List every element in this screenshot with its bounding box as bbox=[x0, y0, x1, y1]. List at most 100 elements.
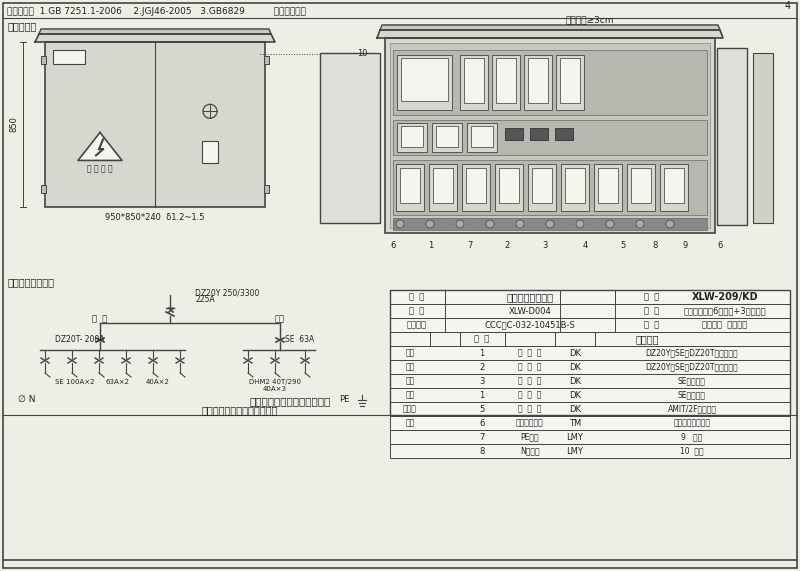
Text: SE 100A×2: SE 100A×2 bbox=[55, 379, 94, 385]
Text: 9   线夹: 9 线夹 bbox=[682, 432, 702, 441]
Text: 哈尔滨市龙瑞电气成套设备厂: 哈尔滨市龙瑞电气成套设备厂 bbox=[250, 396, 330, 406]
Polygon shape bbox=[377, 30, 723, 38]
Bar bbox=[598, 168, 618, 203]
Text: N线端子: N线端子 bbox=[520, 447, 540, 456]
Text: 850: 850 bbox=[9, 116, 18, 132]
Bar bbox=[390, 290, 790, 415]
Bar bbox=[436, 126, 458, 147]
Bar bbox=[264, 185, 269, 193]
Bar bbox=[393, 160, 707, 215]
Text: 执行标准：  1.GB 7251.1-2006    2.JGJ46-2005   3.GB6829          壳体颜色：黄: 执行标准： 1.GB 7251.1-2006 2.JGJ46-2005 3.GB… bbox=[7, 6, 306, 15]
Circle shape bbox=[426, 220, 434, 228]
Text: XLW-209/KD: XLW-209/KD bbox=[692, 292, 758, 302]
Bar bbox=[390, 290, 790, 304]
Bar bbox=[496, 58, 516, 103]
Bar bbox=[499, 168, 519, 203]
Bar bbox=[393, 218, 707, 230]
Text: SE透明系列: SE透明系列 bbox=[678, 391, 706, 400]
Text: 6: 6 bbox=[718, 240, 722, 250]
Bar bbox=[390, 332, 790, 346]
Text: 用  途: 用 途 bbox=[644, 320, 660, 329]
Text: 5: 5 bbox=[479, 404, 485, 413]
Text: DZ20Y（SE，DZ20T）透明系列: DZ20Y（SE，DZ20T）透明系列 bbox=[646, 348, 738, 357]
Bar bbox=[397, 123, 427, 152]
Text: 制图: 制图 bbox=[406, 363, 414, 372]
Circle shape bbox=[516, 220, 524, 228]
Text: 950*850*240  δ1.2~1.5: 950*850*240 δ1.2~1.5 bbox=[106, 212, 205, 222]
Text: 日期: 日期 bbox=[406, 419, 414, 428]
Bar bbox=[532, 168, 552, 203]
Bar bbox=[41, 185, 46, 193]
Bar bbox=[390, 360, 790, 374]
Polygon shape bbox=[39, 29, 271, 34]
Text: DZ20T- 200A: DZ20T- 200A bbox=[55, 336, 105, 344]
Text: XLW-D004: XLW-D004 bbox=[509, 307, 551, 316]
Text: 断  路  器: 断 路 器 bbox=[518, 348, 542, 357]
Text: 断  路  器: 断 路 器 bbox=[518, 404, 542, 413]
Text: LMY: LMY bbox=[566, 447, 583, 456]
Bar bbox=[528, 164, 556, 211]
Text: 规  格: 规 格 bbox=[644, 307, 660, 316]
Text: DK: DK bbox=[569, 348, 581, 357]
Polygon shape bbox=[35, 34, 275, 42]
Bar bbox=[397, 55, 452, 110]
Text: 电器连接原理图：: 电器连接原理图： bbox=[8, 277, 55, 287]
Text: 8: 8 bbox=[479, 447, 485, 456]
Text: 4: 4 bbox=[785, 1, 791, 11]
Text: 8: 8 bbox=[652, 240, 658, 250]
Bar bbox=[530, 128, 548, 140]
Text: 试验报告: 试验报告 bbox=[407, 320, 427, 329]
Text: AMIT/2F透明系列: AMIT/2F透明系列 bbox=[667, 404, 717, 413]
Text: 级分配电箱（6路动力+3路照明）: 级分配电箱（6路动力+3路照明） bbox=[684, 307, 766, 316]
Text: 标准化: 标准化 bbox=[403, 404, 417, 413]
Text: 40A×2: 40A×2 bbox=[146, 379, 170, 385]
Text: DK: DK bbox=[569, 376, 581, 385]
Bar bbox=[390, 416, 790, 430]
Text: 10: 10 bbox=[357, 50, 367, 58]
Text: 7: 7 bbox=[479, 432, 485, 441]
Text: 断  路  器: 断 路 器 bbox=[518, 376, 542, 385]
Bar bbox=[390, 430, 790, 444]
Circle shape bbox=[456, 220, 464, 228]
Bar bbox=[664, 168, 684, 203]
Bar bbox=[471, 126, 493, 147]
Bar bbox=[393, 120, 707, 155]
Bar bbox=[390, 43, 710, 228]
Bar bbox=[385, 38, 715, 233]
Bar bbox=[429, 164, 457, 211]
Circle shape bbox=[546, 220, 554, 228]
Bar bbox=[53, 50, 85, 64]
Text: 1: 1 bbox=[479, 391, 485, 400]
Text: 3: 3 bbox=[479, 376, 485, 385]
Bar bbox=[401, 126, 423, 147]
Text: 建筑施工用配电箱: 建筑施工用配电箱 bbox=[506, 292, 554, 302]
Bar bbox=[753, 53, 773, 223]
Bar bbox=[401, 58, 448, 101]
Circle shape bbox=[576, 220, 584, 228]
Bar bbox=[264, 56, 269, 64]
Bar bbox=[528, 58, 548, 103]
Bar bbox=[560, 58, 580, 103]
Bar bbox=[390, 346, 790, 360]
Text: DK: DK bbox=[569, 404, 581, 413]
Circle shape bbox=[606, 220, 614, 228]
Bar bbox=[400, 168, 420, 203]
Bar bbox=[390, 388, 790, 402]
Text: 动  力: 动 力 bbox=[92, 315, 108, 324]
Circle shape bbox=[486, 220, 494, 228]
Text: DZ20Y 250/3300: DZ20Y 250/3300 bbox=[195, 288, 259, 297]
Bar bbox=[390, 402, 790, 416]
Bar bbox=[390, 374, 790, 388]
Text: 壳体与门的软连接: 壳体与门的软连接 bbox=[674, 419, 710, 428]
Bar bbox=[565, 168, 585, 203]
Text: CCC：C-032-10451B-S: CCC：C-032-10451B-S bbox=[485, 320, 575, 329]
Bar bbox=[555, 128, 573, 140]
Text: 2: 2 bbox=[479, 363, 485, 372]
Bar bbox=[202, 141, 218, 163]
Text: 施工现场  级分配电: 施工现场 级分配电 bbox=[702, 320, 748, 329]
Text: ∅ N: ∅ N bbox=[18, 396, 35, 404]
Bar bbox=[393, 50, 707, 115]
Bar bbox=[627, 164, 655, 211]
Text: 照明: 照明 bbox=[275, 315, 285, 324]
Bar bbox=[396, 164, 424, 211]
